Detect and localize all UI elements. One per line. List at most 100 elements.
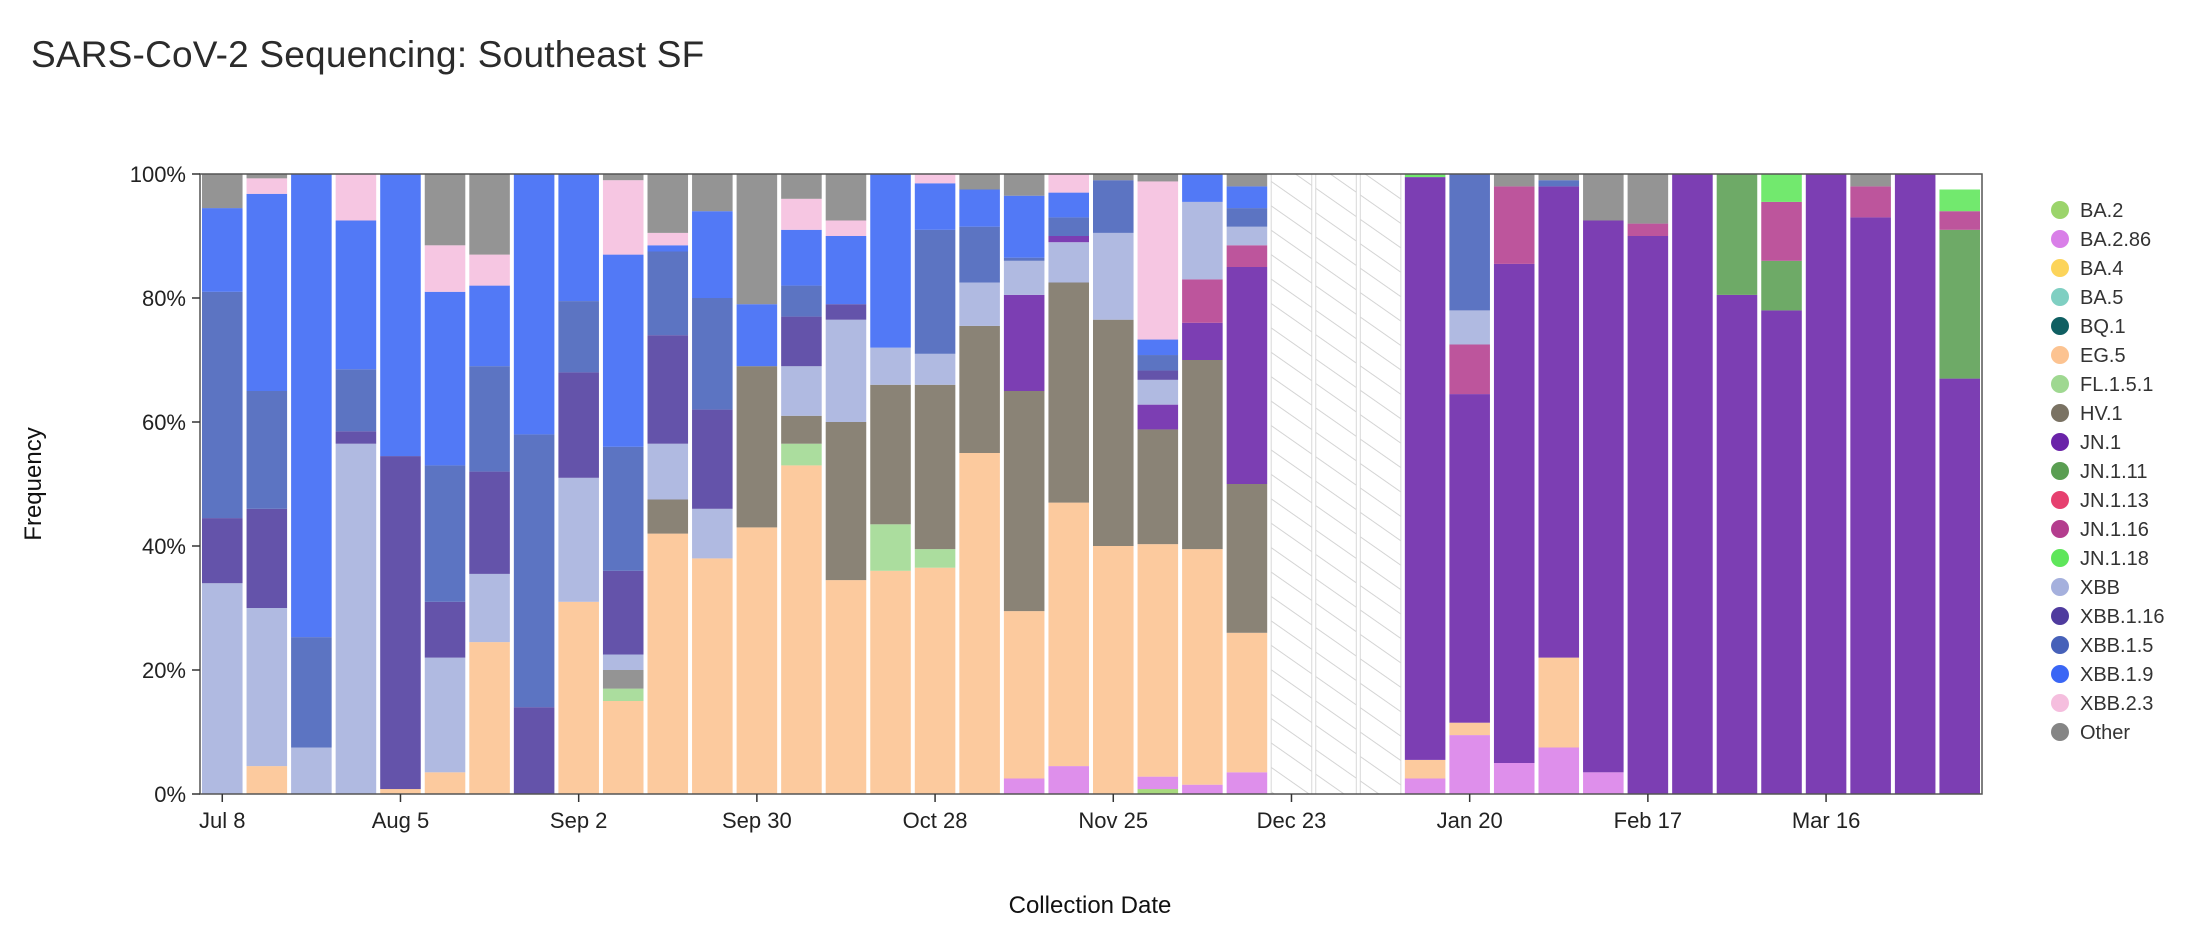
bar-segment[interactable] bbox=[1627, 236, 1669, 794]
bar-segment[interactable] bbox=[959, 226, 1000, 283]
bar-segment[interactable] bbox=[1939, 211, 1980, 230]
bar-segment[interactable] bbox=[959, 453, 1000, 794]
legend-item[interactable]: BA.2.86 bbox=[2051, 229, 2151, 251]
bar-segment[interactable] bbox=[781, 229, 822, 286]
bar-segment[interactable] bbox=[1003, 294, 1045, 391]
bar-segment[interactable] bbox=[1493, 263, 1535, 763]
bar-segment[interactable] bbox=[825, 304, 867, 320]
bar-segment[interactable] bbox=[1093, 180, 1134, 233]
bar-segment[interactable] bbox=[736, 527, 778, 794]
bar-segment[interactable] bbox=[914, 183, 956, 230]
legend-item[interactable]: BA.4 bbox=[2051, 258, 2123, 280]
bar-segment[interactable] bbox=[1182, 549, 1223, 785]
bar-segment[interactable] bbox=[1538, 174, 1580, 181]
bar-segment[interactable] bbox=[1003, 611, 1045, 779]
bar-segment[interactable] bbox=[1493, 186, 1535, 264]
bar-segment[interactable] bbox=[1226, 772, 1268, 794]
bar-segment[interactable] bbox=[1449, 722, 1490, 736]
bar-segment[interactable] bbox=[647, 251, 689, 336]
bar-segment[interactable] bbox=[380, 456, 421, 790]
bar-segment[interactable] bbox=[781, 285, 822, 317]
bar-segment[interactable] bbox=[781, 316, 822, 367]
bar-segment[interactable] bbox=[602, 570, 644, 655]
bar-segment[interactable] bbox=[1493, 763, 1535, 794]
bar-segment[interactable] bbox=[1449, 310, 1490, 345]
bar-segment[interactable] bbox=[825, 174, 867, 221]
bar-segment[interactable] bbox=[1538, 180, 1580, 187]
bar-segment[interactable] bbox=[291, 174, 332, 638]
bar-segment[interactable] bbox=[692, 558, 733, 794]
bar-segment[interactable] bbox=[1182, 360, 1223, 550]
bar-segment[interactable] bbox=[1404, 174, 1446, 178]
bar-segment[interactable] bbox=[602, 701, 644, 794]
bar-segment[interactable] bbox=[1850, 217, 1891, 794]
bar-segment[interactable] bbox=[736, 366, 778, 528]
bar-segment[interactable] bbox=[647, 232, 689, 246]
bar-segment[interactable] bbox=[1048, 192, 1089, 218]
bar-segment[interactable] bbox=[558, 372, 599, 478]
bar-segment[interactable] bbox=[1850, 174, 1891, 187]
bar-segment[interactable] bbox=[914, 174, 956, 184]
bar-segment[interactable] bbox=[914, 353, 956, 385]
bar-segment[interactable] bbox=[202, 208, 243, 292]
bar-segment[interactable] bbox=[469, 254, 510, 286]
bar-segment[interactable] bbox=[1137, 544, 1179, 777]
bar-segment[interactable] bbox=[1093, 319, 1134, 546]
bar-segment[interactable] bbox=[1137, 181, 1179, 340]
bar-segment[interactable] bbox=[1048, 174, 1089, 193]
bar-segment[interactable] bbox=[513, 174, 555, 435]
bar-segment[interactable] bbox=[513, 707, 555, 794]
bar-segment[interactable] bbox=[424, 772, 466, 794]
bar-segment[interactable] bbox=[1137, 379, 1179, 405]
bar-segment[interactable] bbox=[202, 518, 243, 584]
bar-segment[interactable] bbox=[647, 245, 689, 252]
bar-segment[interactable] bbox=[1716, 294, 1758, 794]
bar-segment[interactable] bbox=[692, 298, 733, 410]
legend-item[interactable]: HV.1 bbox=[2051, 403, 2123, 425]
bar-segment[interactable] bbox=[781, 174, 822, 199]
bar-segment[interactable] bbox=[1137, 789, 1179, 794]
bar-segment[interactable] bbox=[959, 325, 1000, 453]
bar-segment[interactable] bbox=[1449, 735, 1490, 794]
bar-segment[interactable] bbox=[1048, 282, 1089, 503]
bar-segment[interactable] bbox=[870, 174, 911, 348]
bar-segment[interactable] bbox=[1939, 189, 1980, 212]
bar-segment[interactable] bbox=[1583, 220, 1624, 773]
bar-segment[interactable] bbox=[1583, 174, 1624, 221]
bar-segment[interactable] bbox=[647, 499, 689, 534]
bar-segment[interactable] bbox=[602, 446, 644, 571]
bar-segment[interactable] bbox=[692, 211, 733, 298]
bar-segment[interactable] bbox=[1404, 177, 1446, 760]
bar-segment[interactable] bbox=[558, 601, 599, 794]
bar-segment[interactable] bbox=[558, 174, 599, 302]
legend-item[interactable]: JN.1.16 bbox=[2051, 519, 2149, 541]
bar-segment[interactable] bbox=[469, 366, 510, 472]
legend-item[interactable]: BA.5 bbox=[2051, 287, 2123, 309]
legend-item[interactable]: XBB.1.16 bbox=[2051, 606, 2165, 628]
bar-segment[interactable] bbox=[558, 301, 599, 373]
bar-segment[interactable] bbox=[1137, 429, 1179, 545]
bar-segment[interactable] bbox=[602, 254, 644, 447]
bar-segment[interactable] bbox=[825, 236, 867, 305]
bar-segment[interactable] bbox=[469, 174, 510, 255]
bar-segment[interactable] bbox=[1048, 217, 1089, 236]
bar-segment[interactable] bbox=[692, 508, 733, 559]
bar-segment[interactable] bbox=[246, 178, 288, 194]
bar-segment[interactable] bbox=[647, 335, 689, 444]
bar-segment[interactable] bbox=[602, 670, 644, 689]
bar-segment[interactable] bbox=[1226, 484, 1268, 633]
bar-segment[interactable] bbox=[469, 285, 510, 367]
bar-segment[interactable] bbox=[825, 422, 867, 581]
bar-segment[interactable] bbox=[291, 637, 332, 748]
bar-segment[interactable] bbox=[1048, 766, 1089, 794]
bar-segment[interactable] bbox=[602, 180, 644, 255]
bar-segment[interactable] bbox=[1093, 546, 1134, 794]
bar-segment[interactable] bbox=[1137, 404, 1179, 430]
bar-segment[interactable] bbox=[1137, 776, 1179, 790]
bar-segment[interactable] bbox=[380, 174, 421, 457]
bar-segment[interactable] bbox=[825, 319, 867, 422]
bar-segment[interactable] bbox=[335, 431, 377, 444]
bar-segment[interactable] bbox=[602, 174, 644, 181]
bar-segment[interactable] bbox=[1627, 174, 1669, 224]
bar-segment[interactable] bbox=[1449, 344, 1490, 395]
